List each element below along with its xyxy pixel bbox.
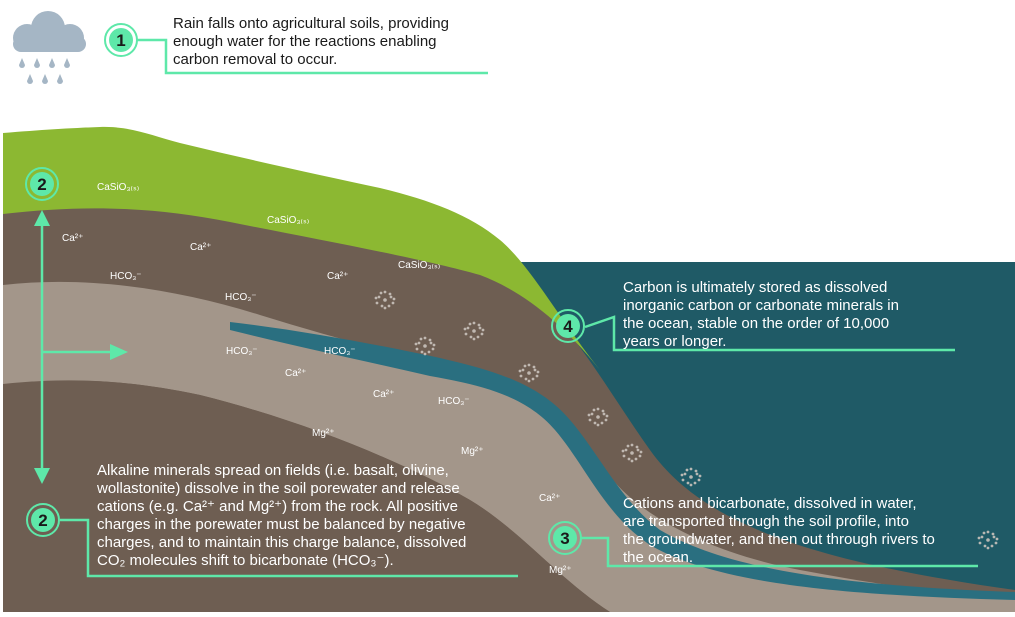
- label-casio3-2: CaSiO₃₍ₛ₎: [267, 215, 309, 226]
- bubble-cluster-icon: [463, 321, 485, 341]
- label-mg-3: Mg²⁺: [549, 565, 572, 576]
- leader-lines: [60, 38, 978, 578]
- label-casio3-1: CaSiO₃₍ₛ₎: [97, 182, 139, 193]
- label-hco3-3: HCO₃⁻: [226, 346, 258, 357]
- bubble-cluster-icon: [374, 290, 396, 310]
- step-2-text: Alkaline minerals spread on fields (i.e.…: [96, 462, 471, 569]
- step-badge-2: 2: [26, 503, 60, 537]
- bubble-clusters: [374, 290, 999, 550]
- bubble-cluster-icon: [414, 336, 436, 356]
- step-number-2-top: 2: [37, 175, 46, 194]
- step-4-text: Carbon is ultimately stored as dissolved…: [623, 279, 903, 350]
- step-number-3: 3: [560, 529, 569, 548]
- step-3-text: Cations and bicarbonate, dissolved in wa…: [623, 495, 939, 566]
- label-ca-2: Ca²⁺: [190, 242, 211, 253]
- step-1-text: Rain falls onto agricultural soils, prov…: [173, 15, 453, 68]
- step-badge-2-top: 2: [25, 167, 59, 201]
- label-ca-1: Ca²⁺: [62, 233, 83, 244]
- bubble-cluster-icon: [621, 443, 643, 463]
- bubble-cluster-icon: [680, 467, 702, 487]
- step-badge-3: 3: [548, 521, 582, 555]
- step-number-1: 1: [116, 31, 125, 50]
- step-number-4: 4: [563, 317, 573, 336]
- label-ca-3: Ca²⁺: [327, 271, 348, 282]
- rain-cloud-icon: [13, 11, 86, 84]
- label-hco3-1: HCO₃⁻: [110, 271, 142, 282]
- label-hco3-5: HCO₃⁻: [438, 396, 470, 407]
- soil-layer-light: [3, 281, 1015, 612]
- step-number-2: 2: [38, 511, 47, 530]
- label-hco3-4: HCO₃⁻: [324, 346, 356, 357]
- label-ca-6: Ca²⁺: [539, 493, 560, 504]
- bubble-cluster-icon: [518, 363, 540, 383]
- label-ca-4: Ca²⁺: [285, 368, 306, 379]
- bubble-cluster-icon: [587, 407, 609, 427]
- bubble-cluster-icon: [977, 530, 999, 550]
- arrow-icon: [34, 210, 128, 484]
- grass-layer: [3, 126, 600, 370]
- step-badge-4: 4: [551, 309, 585, 343]
- step-badge-1: 1: [104, 23, 138, 57]
- label-mg-1: Mg²⁺: [312, 428, 335, 439]
- label-ca-5: Ca²⁺: [373, 389, 394, 400]
- label-hco3-2: HCO₃⁻: [225, 292, 257, 303]
- soil-layer-mid: [3, 380, 610, 612]
- label-casio3-3: CaSiO₃₍ₛ₎: [398, 260, 440, 271]
- label-mg-2: Mg²⁺: [461, 446, 484, 457]
